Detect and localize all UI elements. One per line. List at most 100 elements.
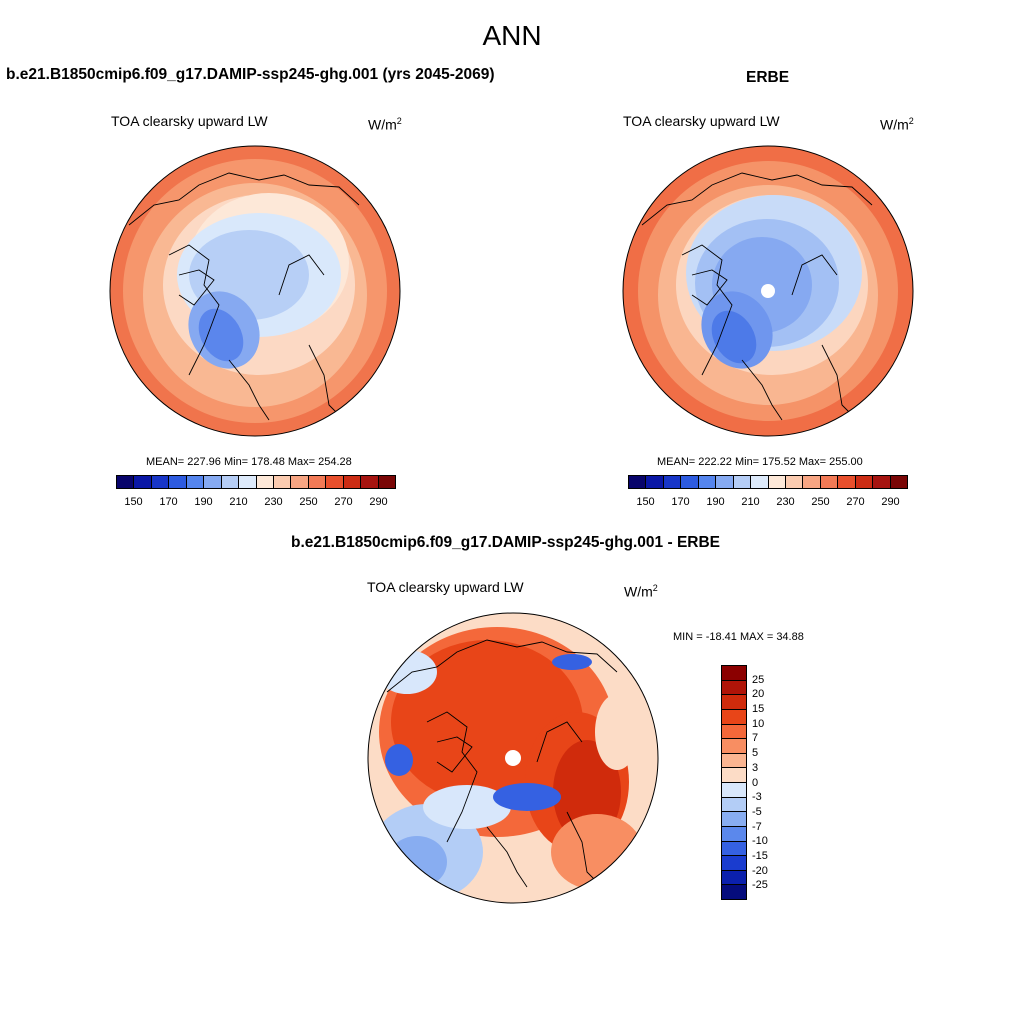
colorbar-swatch	[733, 476, 752, 488]
colorbar-tick-label: 250	[811, 496, 830, 508]
coastline	[641, 172, 873, 426]
colorbar-swatch	[134, 476, 152, 488]
colorbar-tick-label: 270	[846, 496, 865, 508]
colorbar-swatch	[343, 476, 362, 488]
colorbar-tick-label: 170	[671, 496, 690, 508]
model-panel-label: TOA clearsky upward LW	[111, 113, 268, 129]
colorbar-tick-label: 230	[264, 496, 283, 508]
diff-polar-map	[367, 612, 659, 904]
obs-colorbar-ticks: 150 170 190 210 230 250 270 290	[628, 496, 908, 510]
colorbar-swatch	[838, 476, 856, 488]
colorbar-tick-label: 7	[752, 732, 759, 745]
colorbar-tick-label: -10	[752, 835, 768, 848]
colorbar-swatch	[768, 476, 786, 488]
colorbar-swatch	[873, 476, 891, 488]
pole-hole	[761, 284, 775, 298]
colorbar-swatch	[221, 476, 240, 488]
colorbar-swatch	[722, 709, 746, 725]
colorbar-tick-label: 170	[159, 496, 178, 508]
model-stats: MEAN= 227.96 Min= 178.48 Max= 254.28	[146, 456, 352, 468]
colorbar-swatch	[361, 476, 379, 488]
colorbar-tick-label: 20	[752, 688, 765, 701]
colorbar-tick-label: -20	[752, 864, 768, 877]
obs-units-label: W/m2	[880, 116, 914, 133]
colorbar-tick-label: 150	[636, 496, 655, 508]
obs-panel-label: TOA clearsky upward LW	[623, 113, 780, 129]
colorbar-tick-label: -5	[752, 805, 762, 818]
colorbar-tick-label: -15	[752, 849, 768, 862]
map-band	[385, 744, 413, 776]
colorbar-tick-label: 190	[194, 496, 213, 508]
colorbar-swatch	[716, 476, 734, 488]
model-polar-map	[109, 145, 401, 437]
colorbar-swatch	[646, 476, 664, 488]
colorbar-swatch	[722, 753, 746, 769]
colorbar-swatch	[803, 476, 821, 488]
colorbar-swatch	[722, 783, 746, 798]
colorbar-tick-label: 190	[706, 496, 725, 508]
colorbar-swatch	[785, 476, 804, 488]
colorbar-swatch	[722, 797, 746, 813]
map-band	[493, 783, 561, 811]
colorbar-swatch	[722, 680, 746, 696]
colorbar-swatch	[663, 476, 682, 488]
map-band	[551, 814, 643, 890]
colorbar-tick-label: 250	[299, 496, 318, 508]
colorbar-tick-label: 210	[229, 496, 248, 508]
map-band	[198, 308, 244, 362]
colorbar-tick-label: 0	[752, 776, 759, 789]
colorbar-tick-label: 25	[752, 673, 765, 686]
colorbar-swatch	[722, 724, 746, 740]
colorbar-swatch	[681, 476, 699, 488]
model-units-label: W/m2	[368, 116, 402, 133]
colorbar-tick-label: 15	[752, 703, 765, 716]
coastline	[128, 172, 360, 426]
diff-panel-label: TOA clearsky upward LW	[367, 579, 524, 595]
colorbar-swatch	[204, 476, 222, 488]
colorbar-swatch	[698, 476, 717, 488]
map-band	[552, 654, 592, 670]
colorbar-swatch	[751, 476, 769, 488]
model-colorbar	[116, 475, 396, 489]
colorbar-swatch	[378, 476, 395, 488]
colorbar-swatch	[722, 841, 746, 857]
colorbar-tick-label: 290	[881, 496, 900, 508]
diff-minmax: MIN = -18.41 MAX = 34.88	[673, 631, 804, 643]
coastline	[386, 639, 618, 893]
figure-title: ANN	[482, 20, 542, 51]
colorbar-tick-label: -7	[752, 820, 762, 833]
colorbar-tick-label: -25	[752, 879, 768, 892]
obs-case-title: ERBE	[746, 69, 790, 86]
colorbar-swatch	[291, 476, 309, 488]
map-band	[423, 785, 511, 829]
colorbar-tick-label: 5	[752, 747, 759, 760]
map-band	[711, 310, 757, 364]
diff-case-title: b.e21.B1850cmip6.f09_g17.DAMIP-ssp245-gh…	[291, 534, 721, 551]
colorbar-swatch	[722, 695, 746, 710]
colorbar-swatch	[722, 870, 746, 886]
colorbar-tick-label: 290	[369, 496, 388, 508]
model-colorbar-ticks: 150 170 190 210 230 250 270 290	[116, 496, 396, 510]
diff-colorbar	[721, 665, 747, 900]
colorbar-swatch	[722, 856, 746, 871]
colorbar-swatch	[151, 476, 170, 488]
colorbar-swatch	[722, 666, 746, 681]
colorbar-tick-label: 3	[752, 761, 759, 774]
colorbar-swatch	[273, 476, 292, 488]
diff-colorbar-ticks: 25 20 15 10 7 5 3 0 -3 -5 -7 -10 -15 -20 -25	[752, 665, 792, 900]
colorbar-swatch	[855, 476, 874, 488]
colorbar-swatch	[722, 826, 746, 842]
obs-colorbar	[628, 475, 908, 489]
colorbar-swatch	[820, 476, 839, 488]
colorbar-swatch	[722, 739, 746, 754]
colorbar-swatch	[308, 476, 327, 488]
colorbar-tick-label: 230	[776, 496, 795, 508]
colorbar-swatch	[169, 476, 187, 488]
colorbar-swatch	[629, 476, 647, 488]
colorbar-swatch	[326, 476, 344, 488]
colorbar-tick-label: 150	[124, 496, 143, 508]
colorbar-swatch	[239, 476, 257, 488]
pole-hole	[505, 750, 521, 766]
colorbar-tick-label: -3	[752, 791, 762, 804]
colorbar-swatch	[722, 812, 746, 827]
